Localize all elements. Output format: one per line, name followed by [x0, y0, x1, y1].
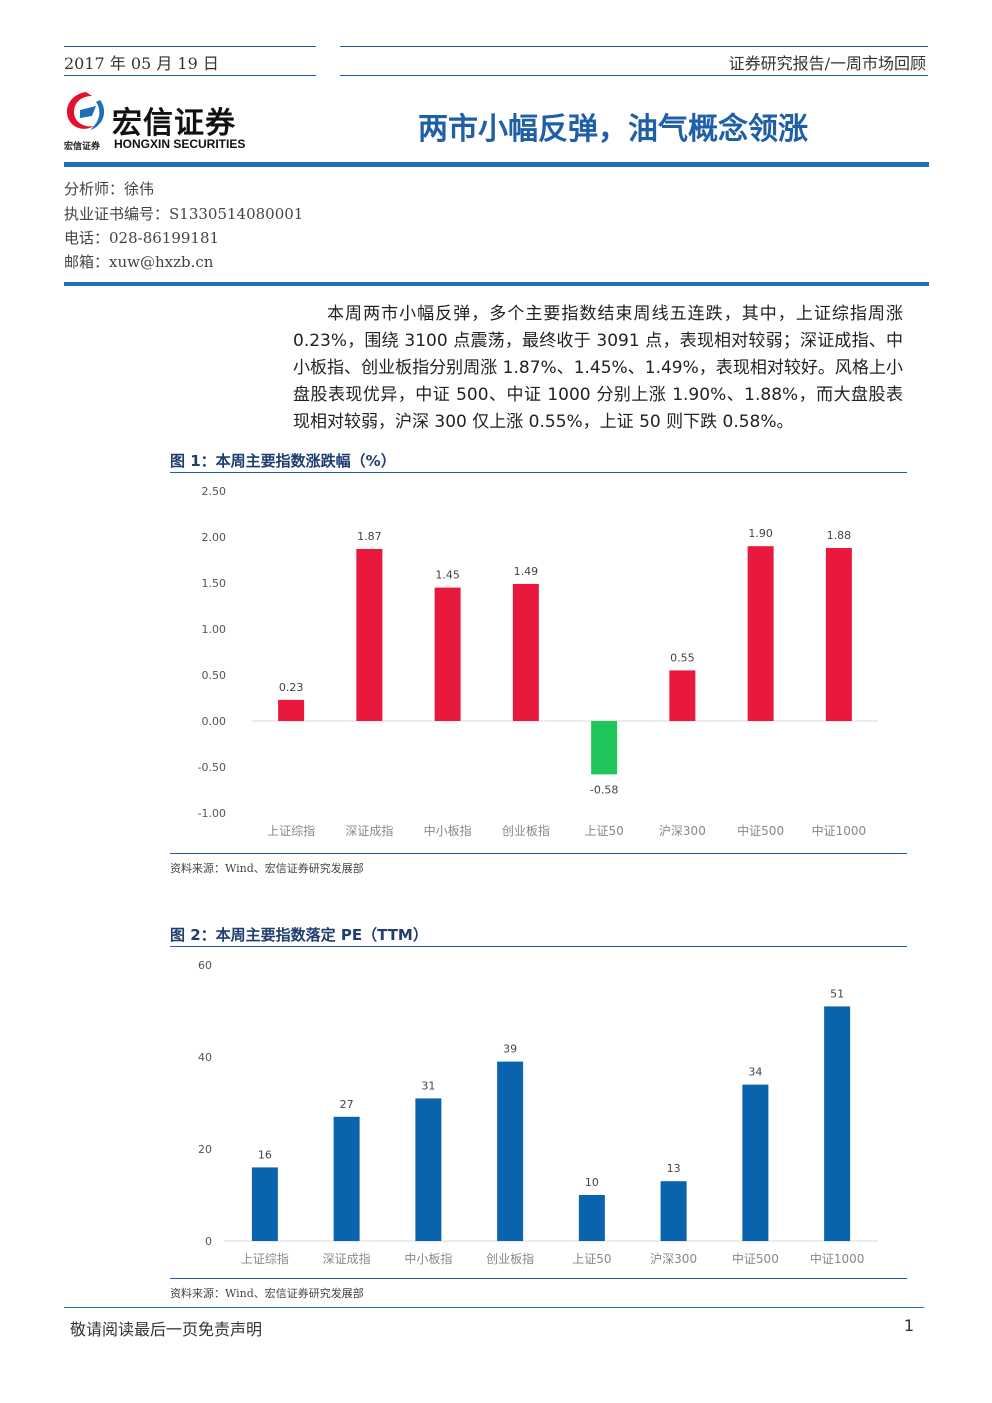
- bar-8: [825, 548, 852, 721]
- y-tick-label: -1.00: [198, 807, 226, 820]
- data-label: 51: [830, 987, 844, 1000]
- logo-sub-cn: 宏信证券: [64, 142, 101, 152]
- x-category-label: 上证50: [572, 1252, 611, 1266]
- data-label: 39: [503, 1043, 517, 1056]
- figure-1-bottom-rule: [170, 853, 907, 854]
- figure-2-top-rule: [170, 946, 907, 947]
- data-label: 16: [258, 1148, 272, 1161]
- x-category-label: 深证成指: [323, 1251, 371, 1266]
- analyst-license: 执业证书编号：S1330514080001: [64, 205, 304, 223]
- x-category-label: 深证成指: [345, 823, 393, 838]
- bar-5: [578, 1195, 605, 1241]
- x-category-label: 上证50: [584, 824, 623, 838]
- report-headline: 两市小幅反弹，油气概念领涨: [418, 112, 808, 147]
- footer-disclaimer: 敬请阅读最后一页免责声明: [70, 1320, 263, 1339]
- figure-2-chart: 60 40 20 0 16 上证综指 27 深证成指 31 中小板指 39 创业板指 10 上证50 13 沪…: [198, 959, 878, 1266]
- analyst-phone: 电话：028-86199181: [64, 229, 220, 247]
- y-tick-label: 20: [198, 1143, 212, 1156]
- figure-1-source: 资料来源：Wind、宏信证券研究发展部: [170, 862, 364, 875]
- bar-1: [278, 699, 305, 721]
- data-label: 1.87: [357, 530, 382, 543]
- bar-6: [669, 670, 696, 721]
- figure-2-bottom-rule: [170, 1278, 907, 1279]
- data-label: 10: [585, 1176, 599, 1189]
- y-tick-label: 40: [198, 1051, 212, 1064]
- x-category-label: 中证1000: [812, 823, 867, 838]
- x-category-label: 沪深300: [650, 1252, 697, 1266]
- x-category-label: 中小板指: [404, 1251, 452, 1266]
- bar-7: [742, 1084, 769, 1241]
- data-label: 13: [667, 1162, 681, 1175]
- x-category-label: 中证500: [737, 823, 784, 838]
- footer-rule: [64, 1307, 924, 1308]
- y-tick-label: -0.50: [198, 761, 226, 774]
- data-label: 27: [340, 1098, 354, 1111]
- report-type: 证券研究报告/一周市场回顾: [728, 54, 926, 73]
- header-divider: [64, 162, 929, 167]
- info-divider: [64, 282, 929, 286]
- data-label: 1.88: [827, 529, 852, 542]
- bar-8: [824, 1006, 851, 1241]
- y-tick-label: 2.50: [202, 485, 227, 498]
- x-category-label: 中证1000: [810, 1251, 865, 1266]
- y-tick-label: 60: [198, 959, 212, 972]
- x-category-label: 中小板指: [424, 823, 472, 838]
- figure-1-title: 图 1：本周主要指数涨跌幅（%）: [170, 452, 396, 470]
- bar-1: [251, 1167, 278, 1241]
- bar-6: [660, 1181, 687, 1241]
- bar-7: [747, 546, 774, 721]
- figure-2-title: 图 2：本周主要指数落定 PE（TTM）: [170, 926, 428, 944]
- bar-2: [356, 548, 383, 721]
- bar-4: [512, 583, 539, 721]
- page-number: 1: [903, 1316, 914, 1335]
- data-label: 34: [748, 1066, 762, 1079]
- figure-1-top-rule: [170, 472, 907, 473]
- header-rule-right-bottom: [340, 75, 928, 76]
- company-logo-icon: [66, 92, 105, 130]
- header-rule-right: [340, 46, 928, 47]
- x-category-label: 上证综指: [267, 823, 315, 838]
- bar-4: [497, 1061, 524, 1241]
- x-category-label: 沪深300: [659, 824, 706, 838]
- summary-paragraph: 本周两市小幅反弹，多个主要指数结束周线五连跌，其中，上证综指周涨0.23%，围绕…: [293, 304, 903, 432]
- data-label: 0.23: [279, 681, 304, 694]
- report-date: 2017 年 05 月 19 日: [64, 54, 219, 73]
- bar-3: [434, 587, 461, 721]
- y-tick-label: 2.00: [202, 531, 227, 544]
- x-category-label: 中证500: [732, 1251, 779, 1266]
- data-label: 1.49: [514, 565, 539, 578]
- header-rule-left: [64, 46, 316, 47]
- data-label: -0.58: [590, 783, 618, 796]
- data-label: 1.45: [435, 569, 460, 582]
- y-tick-label: 0: [205, 1235, 212, 1248]
- figure-2-source: 资料来源：Wind、宏信证券研究发展部: [170, 1287, 364, 1300]
- logo-wordmark: 宏信证券: [112, 106, 236, 141]
- x-category-label: 上证综指: [241, 1251, 289, 1266]
- analyst-email: 邮箱：xuw@hxzb.cn: [64, 253, 214, 271]
- x-category-label: 创业板指: [486, 1251, 534, 1266]
- data-label: 0.55: [670, 651, 695, 664]
- bar-3: [415, 1098, 442, 1241]
- logo-sub-en: HONGXIN SECURITIES: [114, 137, 246, 151]
- analyst-name: 分析师：徐伟: [64, 180, 155, 198]
- bar-2: [333, 1116, 360, 1241]
- x-category-label: 创业板指: [502, 823, 550, 838]
- header-rule-left-bottom: [64, 75, 316, 76]
- figure-1-chart: 2.50 2.00 1.50 1.00 0.50 0.00 -0.50 -1.00 0.23 上证…: [198, 485, 878, 838]
- y-tick-label: 1.00: [202, 623, 227, 636]
- y-tick-label: 0.50: [202, 669, 227, 682]
- y-tick-label: 0.00: [202, 715, 227, 728]
- data-label: 31: [421, 1079, 435, 1092]
- data-label: 1.90: [748, 527, 773, 540]
- y-tick-label: 1.50: [202, 577, 227, 590]
- bar-5: [591, 721, 618, 775]
